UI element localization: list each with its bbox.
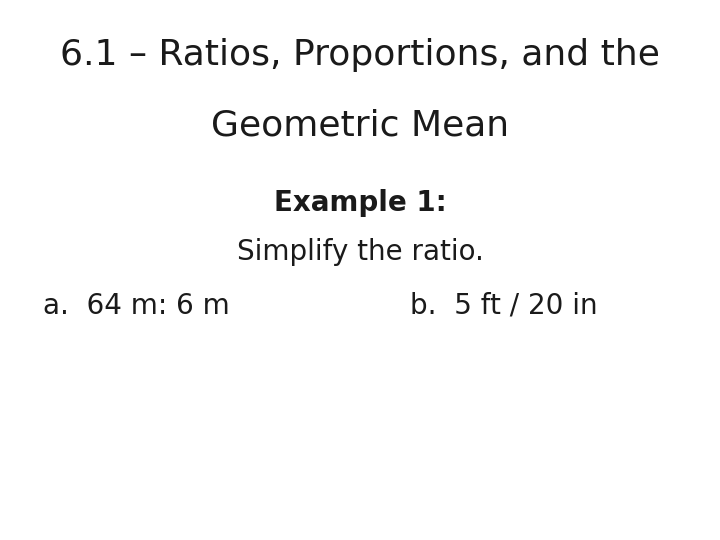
- Text: Simplify the ratio.: Simplify the ratio.: [237, 238, 483, 266]
- Text: Geometric Mean: Geometric Mean: [211, 108, 509, 142]
- Text: Example 1:: Example 1:: [274, 189, 446, 217]
- Text: b.  5 ft / 20 in: b. 5 ft / 20 in: [410, 292, 598, 320]
- Text: 6.1 – Ratios, Proportions, and the: 6.1 – Ratios, Proportions, and the: [60, 38, 660, 72]
- Text: a.  64 m: 6 m: a. 64 m: 6 m: [43, 292, 230, 320]
